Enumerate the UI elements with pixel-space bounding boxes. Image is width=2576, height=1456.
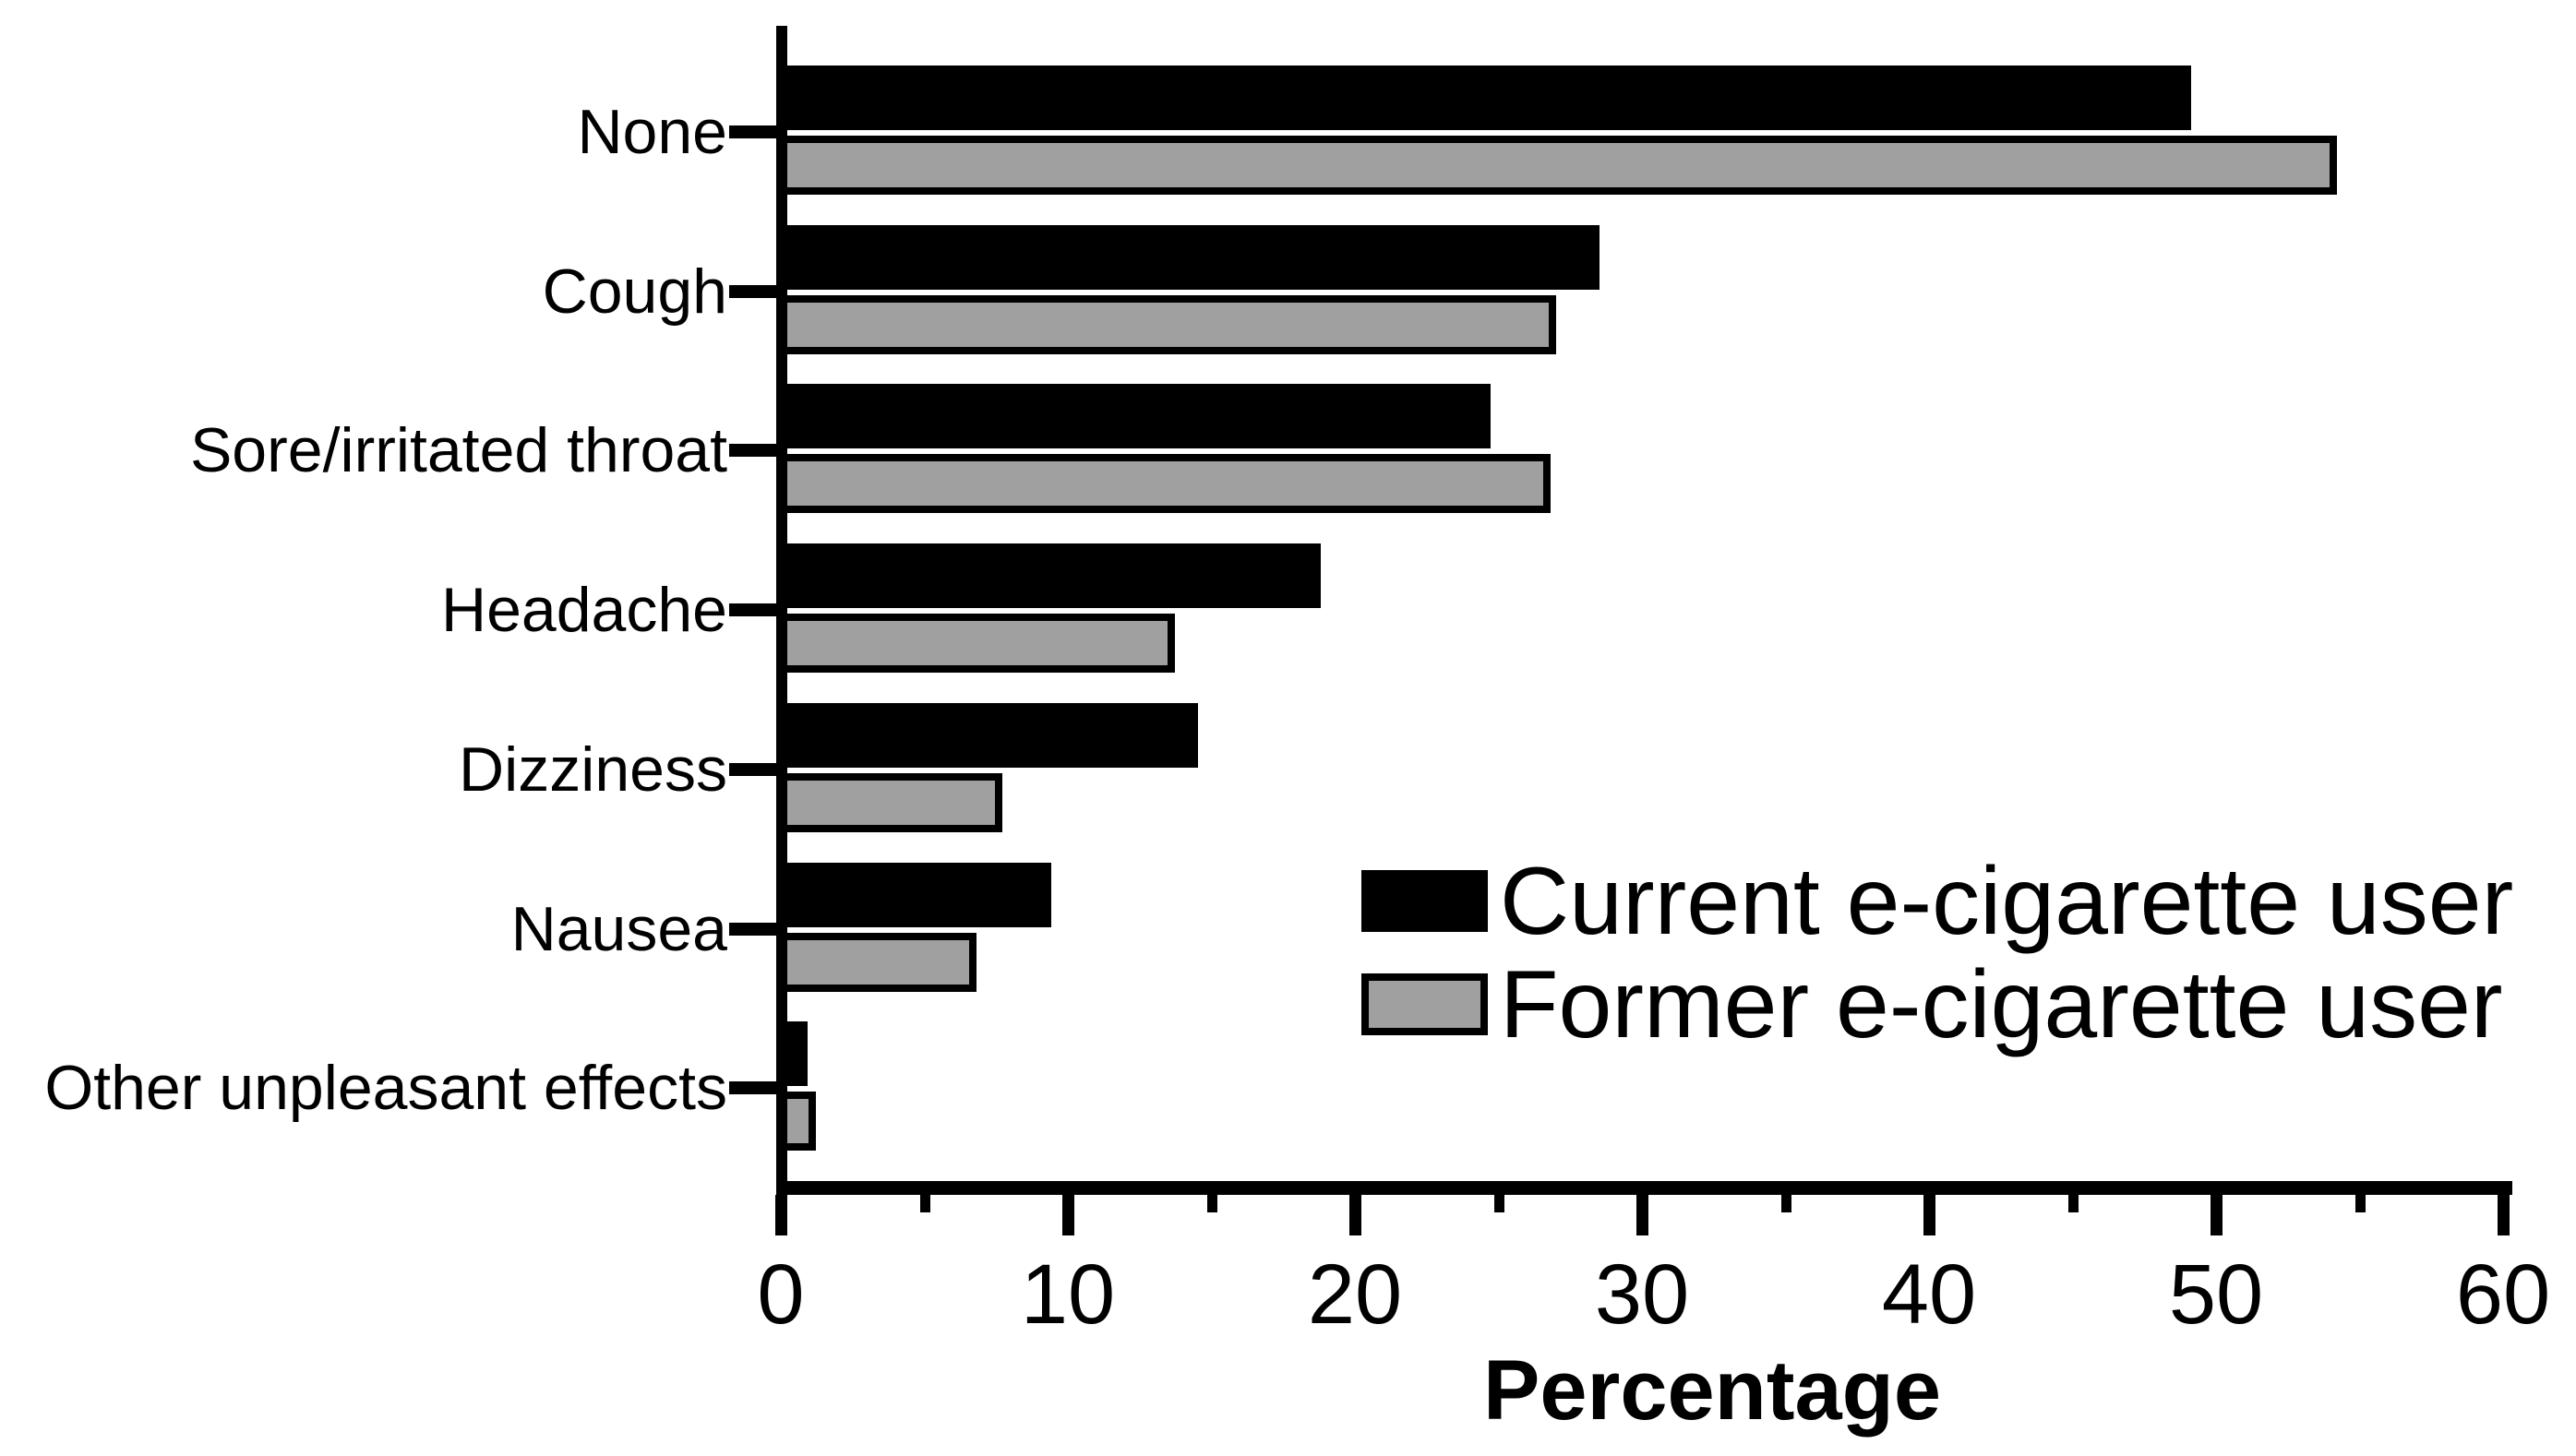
x-tick-label: 60 (2455, 1247, 2551, 1342)
bar-former (787, 1092, 816, 1151)
x-tick-major (1349, 1195, 1361, 1235)
y-tick (729, 603, 776, 616)
bar-former (787, 136, 2337, 195)
y-tick (729, 444, 776, 457)
x-tick-label: 30 (1594, 1247, 1690, 1342)
legend-swatch-former-icon (1361, 973, 1488, 1035)
x-tick-major (775, 1195, 787, 1235)
x-tick-major (1923, 1195, 1935, 1235)
bar-former (787, 614, 1175, 673)
bar-former (787, 773, 1002, 832)
x-tick-major (1062, 1195, 1074, 1235)
x-tick-minor (1781, 1195, 1791, 1212)
y-tick-label: Other unpleasant effects (44, 1053, 727, 1123)
x-tick-label: 20 (1307, 1247, 1403, 1342)
legend-label-current: Current e-cigarette user (1500, 847, 2514, 955)
y-axis (776, 26, 787, 1195)
bar-former (787, 454, 1551, 513)
y-tick (729, 763, 776, 776)
y-tick (729, 285, 776, 298)
x-tick-minor (2068, 1195, 2079, 1212)
bar-current (787, 543, 1321, 608)
y-tick-label: Cough (542, 257, 727, 327)
y-tick-label: Sore/irritated throat (189, 415, 727, 485)
legend-label-former: Former e-cigarette user (1500, 950, 2503, 1058)
x-tick-label: 40 (1881, 1247, 1977, 1342)
bar-current (787, 66, 2191, 130)
x-axis-title: Percentage (1482, 1343, 1942, 1438)
x-tick-minor (1494, 1195, 1504, 1212)
y-tick (729, 923, 776, 936)
x-tick-minor (2355, 1195, 2366, 1212)
bar-current (787, 863, 1051, 927)
y-tick-label: None (577, 97, 727, 167)
bar-former (787, 295, 1556, 354)
bar-current (787, 1021, 808, 1086)
y-tick (729, 125, 776, 138)
y-tick-label: Nausea (510, 894, 727, 964)
y-tick (729, 1081, 776, 1094)
bar-former (787, 933, 976, 992)
bar-current (787, 225, 1600, 290)
x-tick-major (2211, 1195, 2223, 1235)
y-tick-label: Headache (440, 575, 727, 645)
x-tick-major (2498, 1195, 2510, 1235)
x-tick-label: 50 (2168, 1247, 2264, 1342)
x-tick-minor (920, 1195, 930, 1212)
x-tick-minor (1207, 1195, 1217, 1212)
x-axis (776, 1181, 2512, 1195)
y-tick-label: Dizziness (459, 734, 727, 805)
x-tick-label: 10 (1020, 1247, 1116, 1342)
bar-current (787, 703, 1198, 768)
legend-swatch-current-icon (1361, 870, 1488, 932)
x-tick-major (1636, 1195, 1648, 1235)
bar-current (787, 384, 1491, 448)
x-tick-label: 0 (757, 1247, 805, 1342)
